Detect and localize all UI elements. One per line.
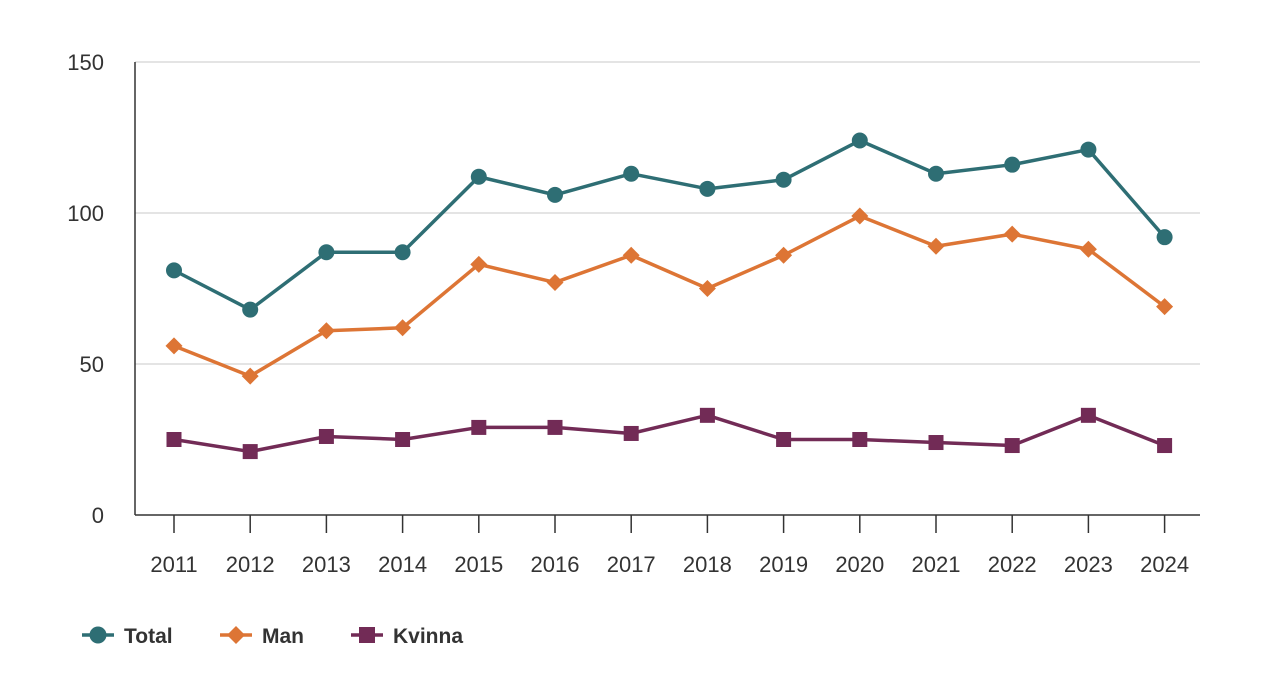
data-point-kvinna — [547, 419, 563, 435]
data-point-total — [547, 186, 563, 203]
data-point-man — [851, 207, 869, 225]
data-point-kvinna — [1004, 438, 1020, 454]
data-point-total — [1156, 229, 1173, 246]
data-point-man — [775, 246, 793, 264]
axes: 0 50 100 150 2011 2012 2013 2014 2015 2016 2017 201… — [67, 50, 1200, 577]
series-total — [166, 132, 1173, 318]
legend-item-kvinna: Kvinna — [351, 625, 463, 648]
x-tick-label: 2011 — [150, 552, 197, 577]
data-point-kvinna — [395, 432, 411, 447]
data-point-total — [928, 165, 944, 182]
data-point-man — [927, 237, 945, 255]
data-point-total — [1004, 156, 1021, 173]
x-tick-label: 2014 — [378, 552, 427, 577]
data-point-kvinna — [623, 425, 639, 441]
grid-lines — [135, 61, 1200, 365]
x-tick-label: 2016 — [531, 552, 580, 577]
x-tick-label: 2015 — [454, 552, 503, 577]
data-point-kvinna — [242, 444, 258, 460]
legend-label-total: Total — [124, 625, 173, 648]
data-point-kvinna — [852, 432, 868, 447]
data-point-kvinna — [928, 435, 944, 451]
x-tick-label: 2018 — [683, 552, 732, 577]
data-point-total — [242, 301, 259, 318]
legend-marker-man — [227, 626, 245, 644]
data-point-man — [1079, 240, 1097, 258]
x-tick-label: 2022 — [988, 552, 1037, 577]
series-line-total — [173, 138, 1166, 312]
data-point-man — [698, 280, 716, 297]
x-tick-label: 2020 — [835, 552, 884, 577]
data-point-man — [317, 322, 335, 340]
data-point-man — [470, 255, 488, 273]
data-point-man — [546, 273, 564, 291]
data-point-total — [1080, 141, 1097, 158]
y-tick-label: 50 — [80, 352, 104, 377]
data-point-total — [623, 165, 640, 182]
x-tick-label: 2017 — [607, 552, 656, 577]
data-point-man — [394, 319, 412, 337]
data-point-total — [394, 244, 411, 261]
legend: Total Man Kvinna — [82, 625, 463, 648]
series-man — [165, 207, 1174, 385]
series-line-man — [173, 214, 1166, 378]
data-point-man — [165, 337, 183, 355]
data-point-kvinna — [699, 407, 715, 423]
x-tick-label: 2024 — [1140, 552, 1189, 577]
data-point-kvinna — [776, 432, 792, 447]
data-point-kvinna — [471, 419, 487, 435]
data-point-kvinna — [1080, 407, 1096, 423]
data-point-man — [1156, 298, 1174, 316]
y-tick-label: 150 — [67, 50, 104, 75]
data-point-total — [775, 171, 792, 188]
data-point-man — [1003, 225, 1021, 243]
data-point-man — [622, 246, 640, 264]
legend-label-kvinna: Kvinna — [393, 625, 463, 648]
data-point-kvinna — [166, 432, 182, 447]
data-point-total — [699, 180, 716, 197]
data-point-kvinna — [318, 428, 334, 444]
data-point-total — [470, 168, 487, 185]
y-tick-label: 100 — [67, 201, 104, 226]
data-point-kvinna — [1157, 438, 1173, 454]
series-lines — [165, 132, 1174, 460]
x-tick-label: 2012 — [226, 552, 275, 577]
data-point-total — [851, 132, 868, 149]
legend-label-man: Man — [262, 625, 304, 648]
y-tick-label: 0 — [92, 503, 104, 528]
series-line-kvinna — [173, 413, 1166, 454]
x-tick-label: 2019 — [759, 552, 808, 577]
series-kvinna — [166, 407, 1173, 460]
legend-item-total: Total — [82, 625, 173, 648]
data-point-man — [241, 367, 259, 385]
data-point-total — [318, 244, 335, 261]
legend-marker-total — [89, 626, 107, 644]
x-tick-label: 2021 — [912, 552, 961, 577]
x-tick-label: 2023 — [1064, 552, 1113, 577]
legend-item-man: Man — [220, 625, 304, 648]
x-tick-label: 2013 — [302, 552, 351, 577]
legend-marker-kvinna — [359, 627, 375, 643]
data-point-total — [166, 262, 182, 279]
